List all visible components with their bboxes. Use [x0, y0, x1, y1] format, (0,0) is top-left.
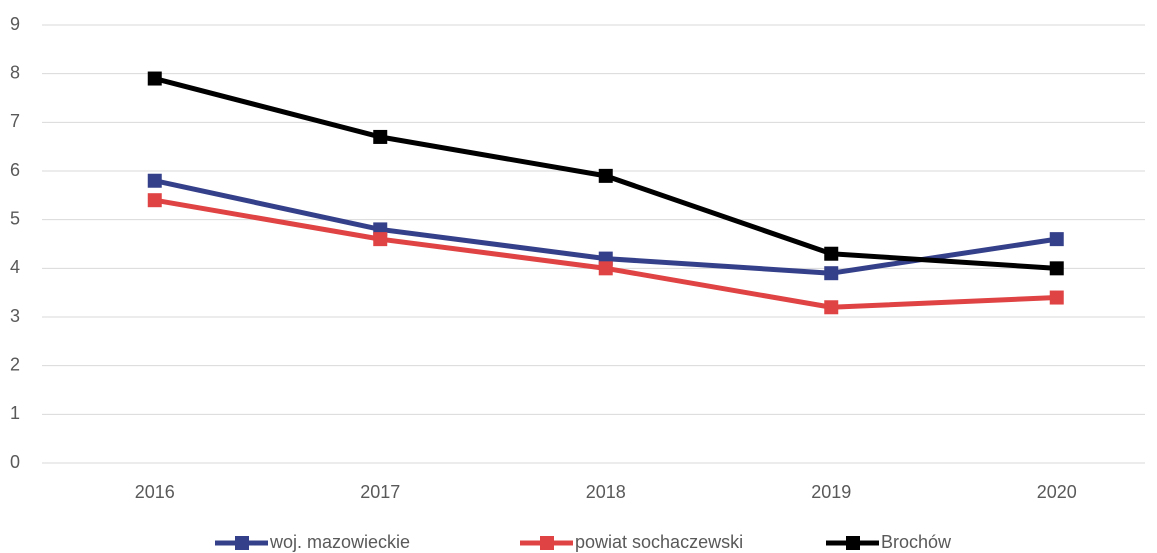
y-tick-label: 7: [10, 111, 20, 131]
point-marker: [147, 193, 162, 208]
y-tick-label: 1: [10, 403, 20, 423]
legend-label: powiat sochaczewski: [575, 532, 743, 552]
y-tick-label: 4: [10, 257, 20, 277]
point-marker: [824, 300, 839, 315]
legend-label: Brochów: [881, 532, 952, 552]
y-tick-label: 8: [10, 62, 20, 82]
point-marker: [147, 173, 162, 188]
point-marker: [147, 71, 162, 86]
point-marker: [598, 168, 613, 183]
x-tick-label: 2018: [586, 482, 626, 502]
legend-marker: [846, 536, 860, 550]
y-tick-label: 5: [10, 208, 20, 228]
x-tick-label: 2020: [1037, 482, 1077, 502]
legend-marker: [540, 536, 554, 550]
x-tick-label: 2017: [360, 482, 400, 502]
x-tick-label: 2019: [811, 482, 851, 502]
point-marker: [1049, 290, 1064, 305]
y-tick-label: 6: [10, 160, 20, 180]
legend-label: woj. mazowieckie: [269, 532, 410, 552]
y-tick-label: 3: [10, 306, 20, 326]
point-marker: [824, 266, 839, 281]
point-marker: [373, 129, 388, 144]
point-marker: [1049, 261, 1064, 276]
y-tick-label: 9: [10, 14, 20, 34]
point-marker: [373, 232, 388, 247]
y-tick-label: 0: [10, 452, 20, 472]
point-marker: [824, 246, 839, 261]
point-marker: [1049, 232, 1064, 247]
legend-marker: [235, 536, 249, 550]
x-tick-label: 2016: [135, 482, 175, 502]
point-marker: [598, 261, 613, 276]
y-tick-label: 2: [10, 354, 20, 374]
